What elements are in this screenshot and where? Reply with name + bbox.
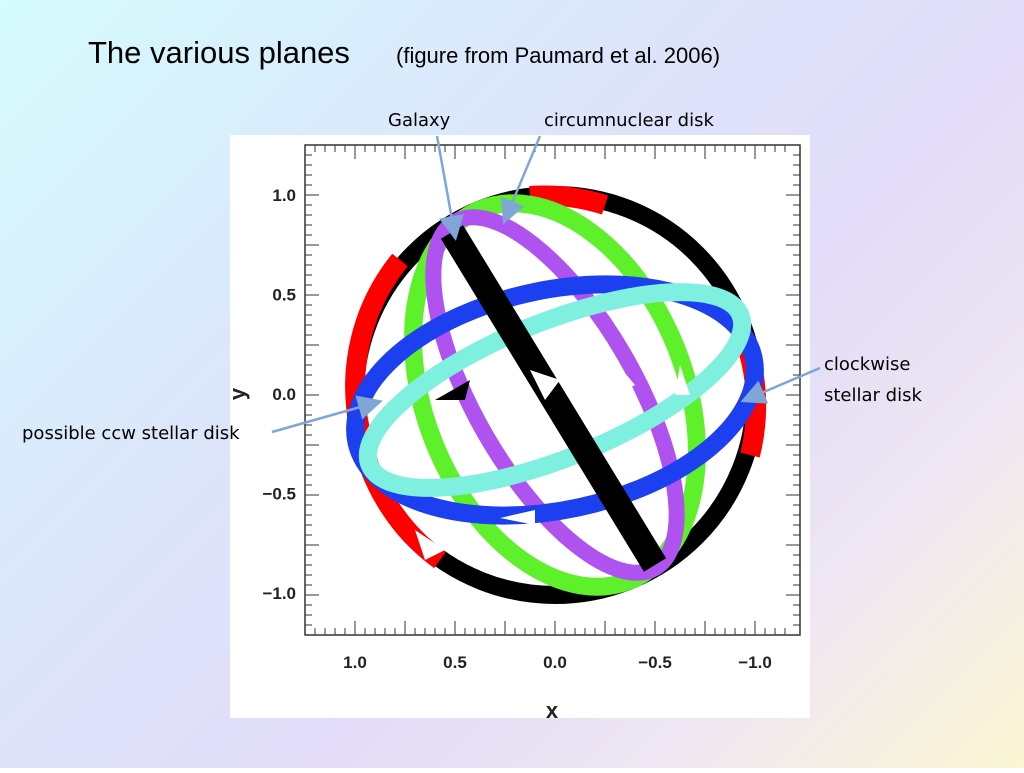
pointer-arrow: [501, 135, 542, 225]
y-tick-label: 0.5: [272, 286, 296, 305]
direction-arrow: [530, 370, 560, 400]
annotation: stellar disk: [824, 385, 922, 406]
figure: [304, 144, 801, 636]
y-axis-label: y: [225, 387, 250, 400]
pointer-arrow: [271, 395, 383, 434]
y-tick-label: −0.5: [262, 485, 296, 504]
x-tick-label: 1.0: [343, 653, 367, 672]
x-axis-label: x: [546, 698, 559, 723]
annotation: circumnuclear disk: [544, 110, 714, 131]
x-tick-label: 0.5: [443, 653, 467, 672]
frame: [304, 144, 801, 636]
annotation: Galaxy: [388, 110, 451, 131]
x-tick-label: 0.0: [543, 653, 567, 672]
annotation: clockwise: [824, 354, 910, 375]
x-tick-label: −0.5: [638, 653, 672, 672]
green-ellipse: [404, 194, 706, 596]
x-tick-label: −1.0: [738, 653, 772, 672]
direction-arrow: [415, 530, 445, 560]
pointer-arrow: [435, 135, 464, 241]
y-tick-label: 1.0: [272, 186, 296, 205]
pointer-arrow: [740, 366, 821, 404]
direction-arrow: [435, 380, 470, 400]
pointer-arrows: [271, 135, 821, 434]
direction-arrow: [500, 510, 535, 525]
red-arc: [529, 185, 609, 215]
y-tick-label: 0.0: [272, 385, 296, 404]
direction-arrow: [675, 365, 690, 395]
subtitle: (figure from Paumard et al. 2006): [396, 43, 720, 68]
direction-arrow: [610, 355, 635, 395]
annotation: possible ccw stellar disk: [22, 423, 240, 444]
title: The various planes: [88, 35, 350, 70]
galaxy-band: [440, 225, 667, 572]
blue-ellipse: [346, 275, 764, 525]
y-tick-label: −1.0: [262, 584, 296, 603]
